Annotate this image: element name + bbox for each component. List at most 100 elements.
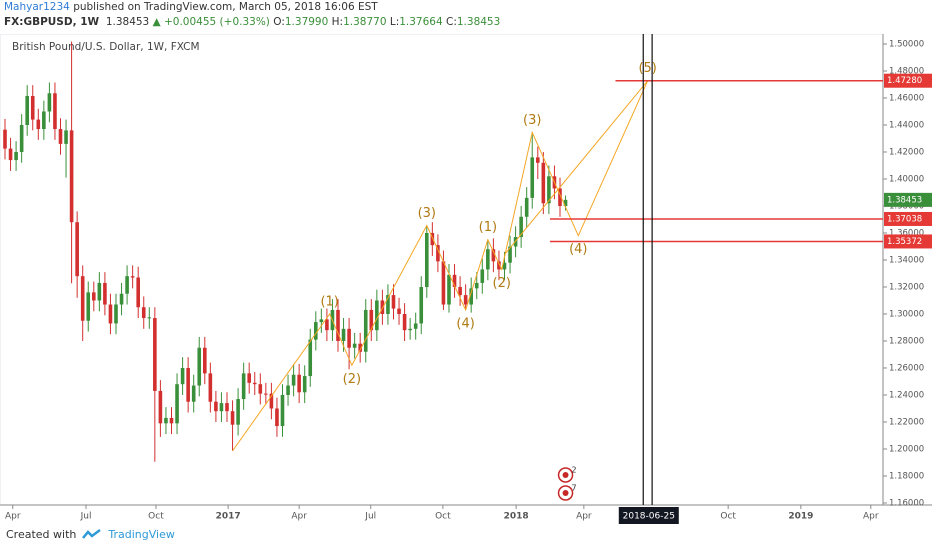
ohlc-label: H: [331,16,344,28]
y-tick-label: 1.30000 [889,309,924,319]
y-tick-label: 1.50000 [889,39,924,49]
candle-body [424,232,429,287]
candle-body [230,411,235,425]
candle-body [208,373,213,402]
candle-body [497,261,501,270]
candle-body [130,276,135,278]
candle-body [486,249,490,270]
y-tick-label: 1.24000 [889,390,924,400]
y-tick-label: 1.26000 [889,363,924,373]
event-count: 7 [572,484,577,493]
candle-body [430,232,435,246]
candle-body [47,93,52,112]
y-tick-label: 1.40000 [889,174,924,184]
y-tick-label: 1.42000 [889,147,924,157]
candle-body [547,176,551,204]
candle-body [352,343,357,348]
candle-body [169,417,174,424]
crosshair-label: 2018-06-25 [623,512,675,522]
candle-body [308,339,313,377]
author[interactable]: Mahyar1234 [4,1,70,13]
ohlc-label: O: [273,16,285,28]
candle-body [8,148,13,161]
candle-body [252,382,257,385]
wave-label: (1) [320,294,338,309]
candle-body [419,286,424,324]
candle-body [153,318,157,391]
candle-body [25,95,29,125]
candle-body [313,322,318,340]
x-tick-label: Oct [148,512,164,522]
wave-label: (3) [418,206,436,221]
candle-body [269,393,274,409]
price-label: 1.37038 [887,214,922,224]
candle-body [541,162,546,204]
x-tick-label: Apr [5,512,21,522]
x-tick-label: Jul [364,512,376,522]
candle-body [452,274,457,287]
candle-body [19,124,24,152]
change: ▲ +0.00455 (+0.33%) [152,16,270,28]
ohlc: O:1.37990 H:1.38770 L:1.37664 C:1.38453 [273,16,500,28]
candle-body [397,308,401,314]
candle-body [36,119,41,130]
y-tick-label: 1.46000 [889,93,924,103]
candle-body [80,276,85,321]
candle-body [191,385,196,402]
chart-title: British Pound/U.S. Dollar, 1W, FXCM [12,41,200,53]
candle-body [386,295,390,314]
ohlc-value: 1.38770 [343,16,387,28]
candle-body [563,199,568,207]
x-tick-label: Jul [80,512,92,522]
candle-body [380,300,385,314]
ohlc-value: 1.37664 [399,16,443,28]
candle-body [125,276,129,294]
ohlc-label: L: [389,16,400,28]
candle-body [175,384,179,424]
candle-body [535,157,540,163]
candle-body [286,385,290,395]
candle-body [319,319,324,323]
candle-body [363,309,368,352]
price-label-box [884,234,932,249]
x-tick-label: 2019 [788,512,813,522]
footer: Created with TradingView [6,528,175,541]
y-tick-label: 1.32000 [889,282,924,292]
candle-body [291,374,296,386]
candle-body [75,222,79,277]
candle-body [280,394,285,427]
ohlc-value: 1.37990 [284,16,329,28]
candle-body [247,373,251,383]
candle-body [14,151,18,161]
candle-body [42,111,46,130]
candle-body [186,367,190,402]
candle-body [64,130,68,144]
candle-body [158,390,163,424]
wave-line [232,80,649,452]
candle-body [524,197,529,217]
last-price-label: 1.38453 [887,195,922,205]
y-tick-label: 1.22000 [889,417,924,427]
candle-body [463,295,468,305]
candle-body [108,304,113,324]
candle-body [69,130,74,223]
wave-label: (2) [493,276,511,291]
candle-body [519,216,523,238]
candle-body [508,246,512,263]
candle-body [219,403,224,412]
candle-body [136,277,140,308]
brand[interactable]: TradingView [108,528,175,541]
candle-body [258,384,263,394]
candle-body [502,262,507,270]
candle-body [474,282,479,289]
candle-body [214,401,218,412]
candle-body [58,129,63,144]
x-tick-label: 2017 [216,512,241,522]
wave-label: (4) [569,242,587,257]
ohlc-value: 1.38453 [456,16,501,28]
candle-body [391,295,396,309]
candle-body [436,245,440,262]
crosshair-box [618,507,679,524]
candle-body [91,292,96,301]
